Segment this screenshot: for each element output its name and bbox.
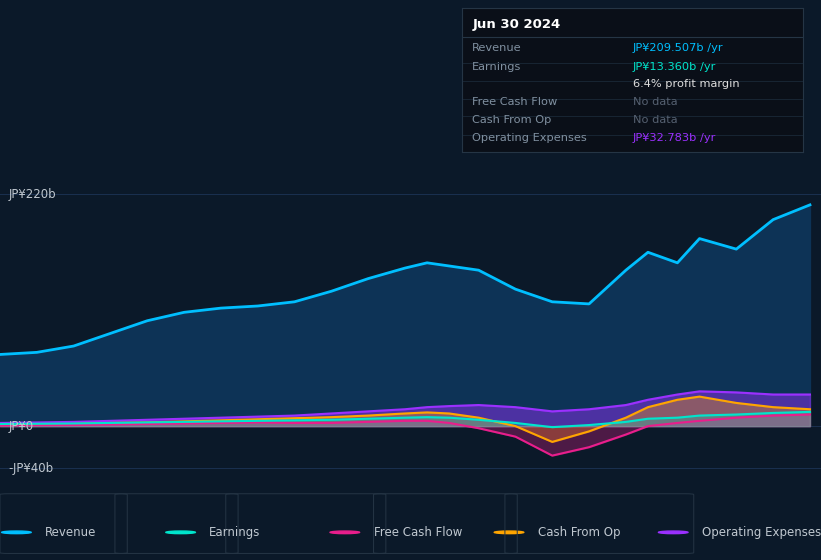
Text: Revenue: Revenue	[45, 526, 97, 539]
Circle shape	[658, 531, 688, 534]
Text: Free Cash Flow: Free Cash Flow	[472, 97, 557, 106]
Text: JP¥220b: JP¥220b	[8, 188, 56, 201]
Circle shape	[330, 531, 360, 534]
Text: No data: No data	[632, 97, 677, 106]
Text: Earnings: Earnings	[209, 526, 261, 539]
Circle shape	[494, 531, 524, 534]
Text: JP¥13.360b /yr: JP¥13.360b /yr	[632, 62, 716, 72]
Text: Operating Expenses: Operating Expenses	[702, 526, 821, 539]
Circle shape	[2, 531, 31, 534]
Text: JP¥209.507b /yr: JP¥209.507b /yr	[632, 43, 723, 53]
Circle shape	[166, 531, 195, 534]
Text: JP¥0: JP¥0	[8, 419, 34, 432]
Text: Jun 30 2024: Jun 30 2024	[472, 18, 561, 31]
Text: No data: No data	[632, 115, 677, 125]
Text: -JP¥40b: -JP¥40b	[8, 462, 53, 475]
Text: Cash From Op: Cash From Op	[472, 115, 552, 125]
Text: Earnings: Earnings	[472, 62, 521, 72]
Text: JP¥32.783b /yr: JP¥32.783b /yr	[632, 133, 716, 143]
Text: Cash From Op: Cash From Op	[538, 526, 620, 539]
Text: Operating Expenses: Operating Expenses	[472, 133, 587, 143]
Text: Free Cash Flow: Free Cash Flow	[374, 526, 462, 539]
Text: Revenue: Revenue	[472, 43, 522, 53]
Text: 6.4% profit margin: 6.4% profit margin	[632, 80, 739, 89]
